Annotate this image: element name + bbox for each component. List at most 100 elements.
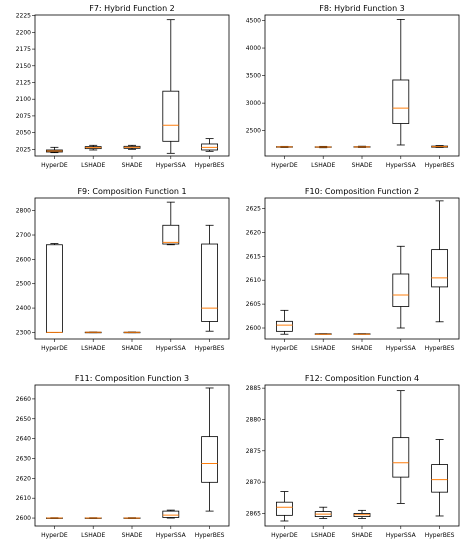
x-tick-label: HyperDE bbox=[41, 345, 68, 352]
y-tick-label: 3000 bbox=[246, 100, 261, 107]
x-tick-label: LSHADE bbox=[311, 162, 335, 169]
y-tick-label: 2625 bbox=[246, 206, 261, 213]
y-tick-label: 2865 bbox=[246, 510, 261, 517]
iqr-box bbox=[201, 243, 219, 322]
box-HyperSSA bbox=[392, 19, 410, 146]
y-tick-label: 2025 bbox=[16, 146, 31, 153]
x-tick-label: HyperDE bbox=[271, 345, 298, 352]
x-tick-label: HyperBES bbox=[195, 532, 225, 539]
x-tick-label: LSHADE bbox=[81, 162, 105, 169]
panel-5: F11: Composition Function 3 2600 2610 2620 2… bbox=[16, 374, 230, 539]
x-tick-label: HyperDE bbox=[41, 532, 68, 539]
box-HyperDE bbox=[275, 145, 293, 148]
box-LSHADE bbox=[314, 145, 332, 149]
y-tick-label: 4500 bbox=[246, 18, 261, 25]
y-tick-label: 2615 bbox=[246, 253, 261, 260]
box-HyperDE bbox=[275, 491, 293, 522]
x-tick-label: HyperSSA bbox=[156, 532, 187, 539]
iqr-box bbox=[162, 510, 180, 518]
iqr-box bbox=[162, 90, 180, 142]
y-tick-label: 2500 bbox=[16, 281, 31, 288]
y-tick-label: 2700 bbox=[16, 232, 31, 239]
box-SHADE bbox=[353, 145, 371, 148]
y-tick-label: 2500 bbox=[246, 128, 261, 135]
y-tick-label: 2620 bbox=[16, 475, 31, 482]
axis-frame bbox=[264, 197, 460, 340]
box-HyperDE bbox=[275, 309, 293, 335]
panel-4: F10: Composition Function 2 2600 2605 2610 2… bbox=[246, 187, 460, 352]
iqr-box bbox=[431, 249, 449, 288]
x-tick-label: HyperDE bbox=[271, 532, 298, 539]
x-tick-label: HyperSSA bbox=[156, 162, 187, 169]
y-tick-label: 2125 bbox=[16, 79, 31, 86]
box-HyperSSA bbox=[162, 509, 180, 519]
y-tick-label: 2640 bbox=[16, 436, 31, 443]
box-HyperBES bbox=[201, 224, 219, 332]
y-tick-label: 2175 bbox=[16, 46, 31, 53]
panel-3: F9: Composition Function 1 2300 2400 2500 26… bbox=[16, 187, 230, 352]
iqr-box bbox=[392, 273, 410, 307]
iqr-box bbox=[46, 244, 63, 333]
y-tick-label: 2050 bbox=[16, 130, 31, 137]
y-tick-label: 2870 bbox=[246, 479, 261, 486]
y-tick-label: 2800 bbox=[16, 208, 31, 215]
panel-title: F7: Hybrid Function 2 bbox=[89, 4, 175, 13]
y-tick-label: 2610 bbox=[246, 277, 261, 284]
panel-2: F8: Hybrid Function 3 2500 3000 3500 4000 450… bbox=[246, 4, 460, 169]
x-tick-label: SHADE bbox=[352, 162, 373, 169]
box-SHADE bbox=[353, 333, 371, 335]
y-tick-label: 2630 bbox=[16, 455, 31, 462]
iqr-box bbox=[275, 501, 293, 516]
panel-title: F10: Composition Function 2 bbox=[305, 187, 419, 196]
box-HyperSSA bbox=[392, 245, 410, 329]
box-HyperBES bbox=[431, 439, 449, 517]
box-HyperBES bbox=[431, 200, 449, 323]
axis-frame bbox=[34, 197, 230, 340]
axis-frame bbox=[264, 384, 460, 527]
y-tick-label: 2880 bbox=[246, 416, 261, 423]
box-HyperDE bbox=[46, 243, 63, 333]
y-tick-label: 2300 bbox=[16, 329, 31, 336]
x-tick-label: HyperBES bbox=[425, 532, 455, 539]
y-tick-label: 2200 bbox=[16, 29, 31, 36]
panel-title: F8: Hybrid Function 3 bbox=[319, 4, 405, 13]
axis-frame bbox=[264, 14, 460, 157]
x-tick-label: SHADE bbox=[352, 345, 373, 352]
box-HyperSSA bbox=[162, 201, 180, 246]
x-tick-label: SHADE bbox=[122, 532, 143, 539]
y-tick-label: 4000 bbox=[246, 45, 261, 52]
y-tick-label: 2885 bbox=[246, 385, 261, 392]
y-tick-label: 2400 bbox=[16, 305, 31, 312]
iqr-box bbox=[162, 224, 180, 245]
x-tick-label: HyperBES bbox=[425, 345, 455, 352]
panel-title: F12: Composition Function 4 bbox=[305, 374, 419, 383]
box-SHADE bbox=[353, 509, 371, 519]
x-tick-label: LSHADE bbox=[311, 532, 335, 539]
box-HyperSSA bbox=[162, 19, 180, 154]
x-tick-label: LSHADE bbox=[81, 345, 105, 352]
box-HyperBES bbox=[201, 138, 219, 152]
x-tick-label: LSHADE bbox=[81, 532, 105, 539]
x-tick-label: LSHADE bbox=[311, 345, 335, 352]
iqr-box bbox=[275, 320, 293, 332]
box-LSHADE bbox=[314, 506, 332, 519]
box-HyperSSA bbox=[392, 390, 410, 504]
box-LSHADE bbox=[84, 517, 102, 519]
y-tick-label: 2875 bbox=[246, 448, 261, 455]
x-tick-label: HyperBES bbox=[195, 345, 225, 352]
box-LSHADE bbox=[314, 333, 332, 335]
iqr-box bbox=[392, 437, 410, 478]
panel-1: F7: Hybrid Function 2 2025 2050 2075 2100 212… bbox=[16, 4, 230, 169]
y-tick-label: 2600 bbox=[16, 256, 31, 263]
y-tick-label: 2100 bbox=[16, 96, 31, 103]
box-HyperDE bbox=[46, 146, 63, 154]
x-tick-label: HyperSSA bbox=[386, 345, 417, 352]
y-tick-label: 2150 bbox=[16, 63, 31, 70]
box-SHADE bbox=[123, 144, 141, 150]
y-tick-label: 2650 bbox=[16, 416, 31, 423]
y-tick-label: 2225 bbox=[16, 13, 31, 20]
box-HyperBES bbox=[431, 145, 449, 148]
panel-title: F11: Composition Function 3 bbox=[75, 374, 189, 383]
x-tick-label: HyperSSA bbox=[386, 162, 417, 169]
y-tick-label: 2600 bbox=[246, 325, 261, 332]
